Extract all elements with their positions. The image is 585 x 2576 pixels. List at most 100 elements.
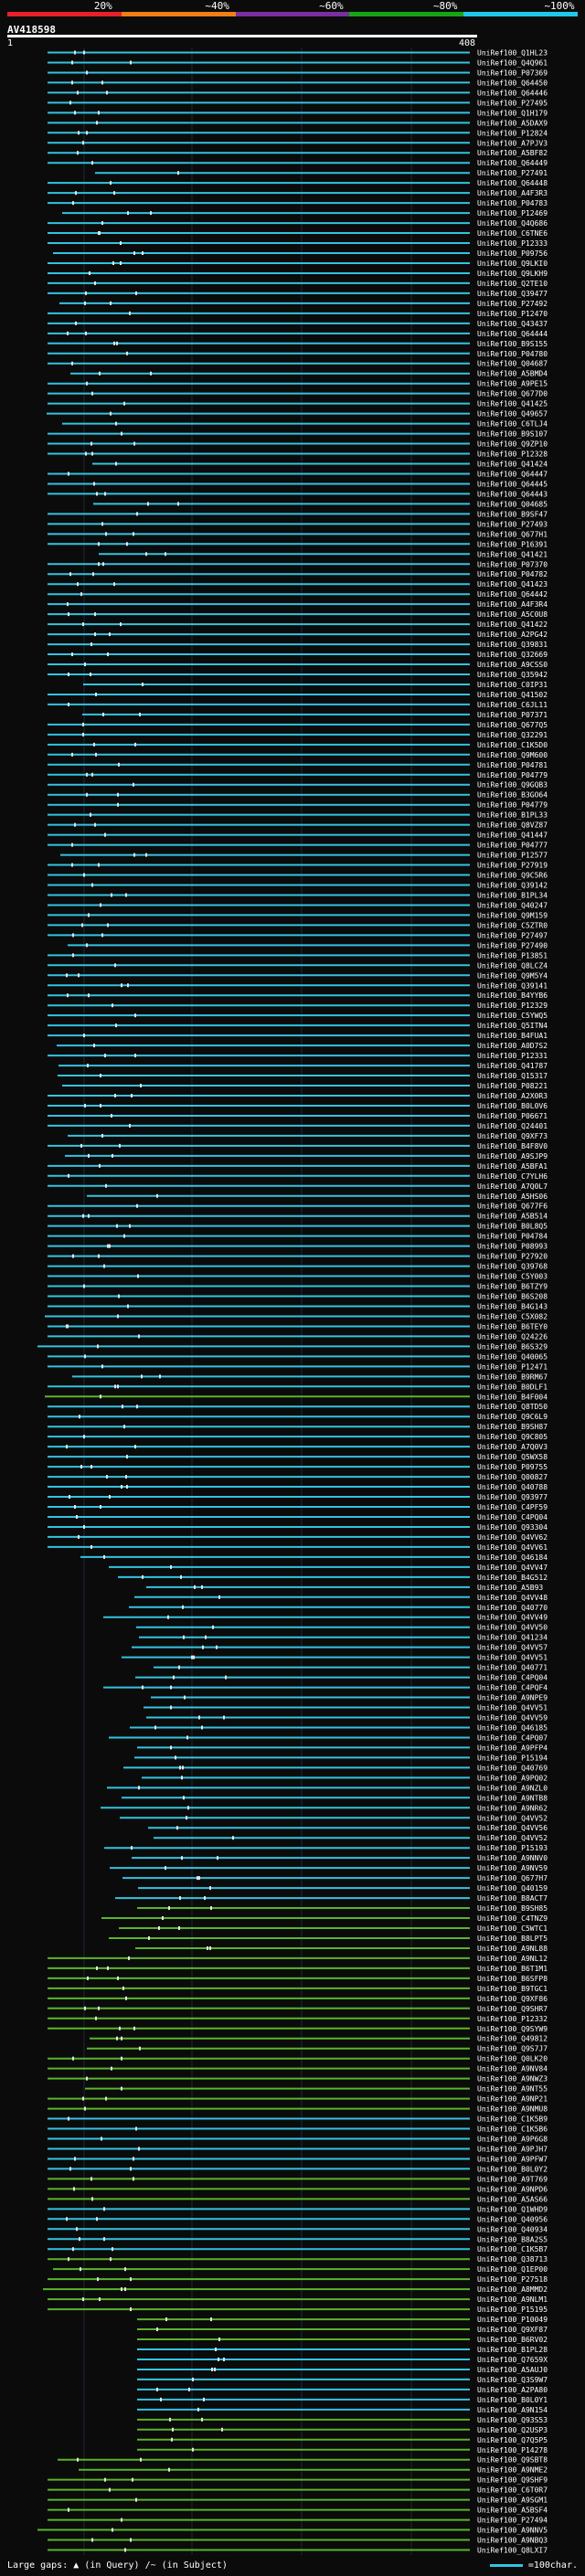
- hit-label[interactable]: UniRef100_Q35942: [477, 671, 548, 679]
- hit-label[interactable]: UniRef100_Q39477: [477, 290, 548, 298]
- hit-label[interactable]: UniRef100_Q4VV59: [477, 1714, 548, 1723]
- hit-label[interactable]: UniRef100_B4G512: [477, 1574, 548, 1582]
- hit-label[interactable]: UniRef100_A9T769: [477, 2175, 548, 2183]
- hit-label[interactable]: UniRef100_Q64442: [477, 590, 548, 599]
- hit-label[interactable]: UniRef100_P12577: [477, 852, 548, 860]
- hit-label[interactable]: UniRef100_Q4Q961: [477, 58, 548, 67]
- hit-label[interactable]: UniRef100_Q41502: [477, 691, 548, 699]
- hit-label[interactable]: UniRef100_Q2USP3: [477, 2426, 548, 2434]
- hit-label[interactable]: UniRef100_C6T0R7: [477, 2486, 548, 2495]
- hit-label[interactable]: UniRef100_Q9S7J7: [477, 2045, 548, 2053]
- hit-label[interactable]: UniRef100_C1K5B9: [477, 2115, 548, 2124]
- hit-label[interactable]: UniRef100_P27920: [477, 1253, 548, 1261]
- hit-label[interactable]: UniRef100_Q677F6: [477, 1203, 548, 1211]
- hit-label[interactable]: UniRef100_A9NL12: [477, 1955, 548, 1963]
- hit-label[interactable]: UniRef100_A2PG42: [477, 631, 548, 639]
- hit-label[interactable]: UniRef100_Q40771: [477, 1664, 548, 1672]
- hit-label[interactable]: UniRef100_A8MMD2: [477, 2285, 548, 2294]
- hit-label[interactable]: UniRef100_A9NPE9: [477, 1694, 548, 1702]
- hit-label[interactable]: UniRef100_P07371: [477, 711, 548, 719]
- hit-label[interactable]: UniRef100_Q7659X: [477, 2356, 548, 2364]
- hit-label[interactable]: UniRef100_P12469: [477, 209, 548, 217]
- hit-label[interactable]: UniRef100_P27493: [477, 520, 548, 528]
- hit-label[interactable]: UniRef100_Q64447: [477, 470, 548, 478]
- hit-label[interactable]: UniRef100_B6SFP8: [477, 1975, 548, 1983]
- hit-label[interactable]: UniRef100_Q15317: [477, 1072, 548, 1080]
- hit-label[interactable]: UniRef100_A5BMD4: [477, 370, 548, 378]
- hit-label[interactable]: UniRef100_P06671: [477, 1112, 548, 1120]
- hit-label[interactable]: UniRef100_Q04687: [477, 360, 548, 368]
- hit-label[interactable]: UniRef100_P15193: [477, 1844, 548, 1852]
- hit-label[interactable]: UniRef100_Q4VV61: [477, 1543, 548, 1552]
- hit-label[interactable]: UniRef100_Q4VV57: [477, 1644, 548, 1652]
- hit-label[interactable]: UniRef100_C5X082: [477, 1312, 548, 1320]
- hit-label[interactable]: UniRef100_P27492: [477, 300, 548, 308]
- hit-label[interactable]: UniRef100_P16391: [477, 540, 548, 548]
- hit-label[interactable]: UniRef100_A5HS06: [477, 1193, 548, 1201]
- hit-label[interactable]: UniRef100_Q4VV50: [477, 1624, 548, 1632]
- hit-label[interactable]: UniRef100_P04779: [477, 771, 548, 779]
- hit-label[interactable]: UniRef100_B4YYB6: [477, 991, 548, 1000]
- hit-label[interactable]: UniRef100_B0L0V6: [477, 1102, 548, 1110]
- hit-label[interactable]: UniRef100_B6T1M1: [477, 1965, 548, 1973]
- hit-label[interactable]: UniRef100_Q49657: [477, 410, 548, 419]
- hit-label[interactable]: UniRef100_Q1H179: [477, 109, 548, 117]
- hit-label[interactable]: UniRef100_Q41424: [477, 461, 548, 469]
- hit-label[interactable]: UniRef100_Q7Q5P5: [477, 2436, 548, 2444]
- hit-label[interactable]: UniRef100_P04777: [477, 842, 548, 850]
- hit-label[interactable]: UniRef100_B4F004: [477, 1393, 548, 1401]
- hit-label[interactable]: UniRef100_A9SGM1: [477, 2496, 548, 2505]
- hit-label[interactable]: UniRef100_Q1EP00: [477, 2265, 548, 2274]
- hit-label[interactable]: UniRef100_P07369: [477, 69, 548, 77]
- hit-label[interactable]: UniRef100_A7PJV3: [477, 139, 548, 147]
- hit-label[interactable]: UniRef100_P12328: [477, 451, 548, 459]
- hit-label[interactable]: UniRef100_B8A2S5: [477, 2235, 548, 2243]
- hit-label[interactable]: UniRef100_Q4VV47: [477, 1564, 548, 1572]
- hit-label[interactable]: UniRef100_Q4VV51: [477, 1704, 548, 1712]
- hit-label[interactable]: UniRef100_Q3S9W7: [477, 2376, 548, 2384]
- hit-label[interactable]: UniRef100_A9PQ02: [477, 1774, 548, 1782]
- hit-label[interactable]: UniRef100_A9PFW7: [477, 2155, 548, 2163]
- hit-label[interactable]: UniRef100_C5Y003: [477, 1273, 548, 1281]
- hit-label[interactable]: UniRef100_C6TLJ4: [477, 420, 548, 429]
- hit-label[interactable]: UniRef100_B0L8Q5: [477, 1223, 548, 1231]
- hit-label[interactable]: UniRef100_A5BFA1: [477, 1162, 548, 1171]
- hit-label[interactable]: UniRef100_B4FUA1: [477, 1032, 548, 1040]
- hit-label[interactable]: UniRef100_A5BF82: [477, 149, 548, 157]
- hit-label[interactable]: UniRef100_Q64449: [477, 159, 548, 167]
- hit-label[interactable]: UniRef100_B3GO64: [477, 791, 548, 800]
- hit-label[interactable]: UniRef100_Q8LCZ4: [477, 961, 548, 970]
- hit-label[interactable]: UniRef100_Q64448: [477, 179, 548, 187]
- hit-label[interactable]: UniRef100_P27497: [477, 931, 548, 939]
- hit-label[interactable]: UniRef100_P15195: [477, 2306, 548, 2314]
- hit-label[interactable]: UniRef100_Q1HL23: [477, 48, 548, 57]
- hit-label[interactable]: UniRef100_Q677Q5: [477, 721, 548, 729]
- hit-label[interactable]: UniRef100_Q9M5Y4: [477, 971, 548, 980]
- hit-label[interactable]: UniRef100_C5ZTR0: [477, 921, 548, 929]
- hit-label[interactable]: UniRef100_A9NLM1: [477, 2295, 548, 2304]
- hit-label[interactable]: UniRef100_Q32291: [477, 731, 548, 739]
- hit-label[interactable]: UniRef100_P04783: [477, 199, 548, 207]
- hit-label[interactable]: UniRef100_Q9M600: [477, 751, 548, 759]
- hit-label[interactable]: UniRef100_C4TNZ9: [477, 1914, 548, 1923]
- hit-label[interactable]: UniRef100_Q93977: [477, 1493, 548, 1501]
- hit-label[interactable]: UniRef100_Q4VV56: [477, 1824, 548, 1832]
- hit-label[interactable]: UniRef100_B9S155: [477, 340, 548, 348]
- hit-label[interactable]: UniRef100_Q39768: [477, 1263, 548, 1271]
- hit-label[interactable]: UniRef100_P27919: [477, 862, 548, 870]
- hit-label[interactable]: UniRef100_P04782: [477, 570, 548, 578]
- hit-label[interactable]: UniRef100_P12331: [477, 1052, 548, 1060]
- hit-label[interactable]: UniRef100_A9NTB8: [477, 1794, 548, 1802]
- hit-label[interactable]: UniRef100_Q9C805: [477, 1433, 548, 1441]
- hit-label[interactable]: UniRef100_P27494: [477, 2517, 548, 2525]
- hit-label[interactable]: UniRef100_B6TZY9: [477, 1283, 548, 1291]
- hit-label[interactable]: UniRef100_Q4VV62: [477, 1533, 548, 1542]
- hit-label[interactable]: UniRef100_Q40934: [477, 2225, 548, 2233]
- hit-label[interactable]: UniRef100_Q9M159: [477, 911, 548, 919]
- hit-label[interactable]: UniRef100_C6TNE6: [477, 229, 548, 238]
- hit-label[interactable]: UniRef100_A5DAX9: [477, 119, 548, 127]
- hit-label[interactable]: UniRef100_P14278: [477, 2446, 548, 2454]
- hit-label[interactable]: UniRef100_Q41425: [477, 400, 548, 408]
- hit-label[interactable]: UniRef100_B6TEY0: [477, 1322, 548, 1330]
- hit-label[interactable]: UniRef100_A9NNV0: [477, 1854, 548, 1862]
